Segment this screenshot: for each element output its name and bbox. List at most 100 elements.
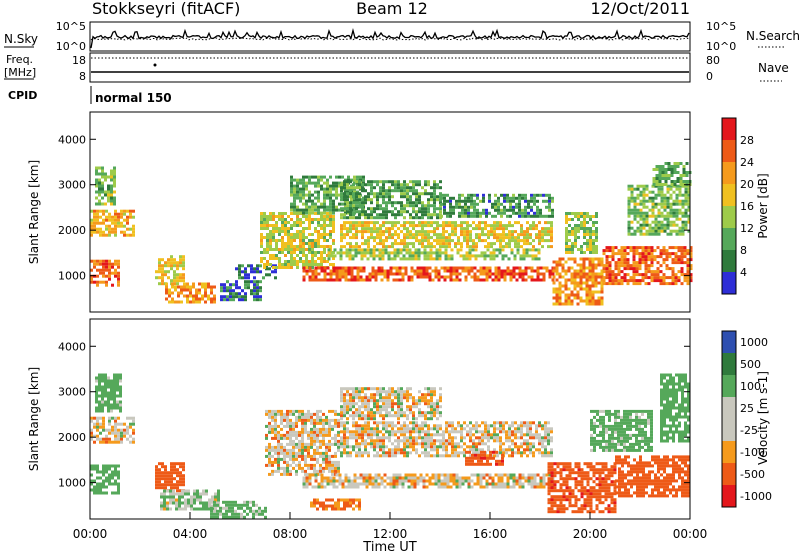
data-cell (398, 476, 402, 480)
data-cell (316, 418, 319, 422)
data-cell (385, 445, 388, 449)
data-cell (585, 302, 589, 306)
data-cell (228, 506, 231, 510)
data-cell (99, 440, 102, 444)
data-cell (187, 489, 190, 493)
data-cell (198, 297, 201, 301)
data-cell (117, 265, 120, 269)
data-cell (346, 221, 349, 225)
data-cell (364, 210, 367, 214)
data-cell (586, 245, 589, 248)
data-cell (228, 509, 231, 513)
data-cell (296, 263, 299, 266)
data-cell (305, 208, 308, 212)
data-cell (657, 229, 661, 233)
data-cell (202, 489, 205, 493)
data-cell (689, 264, 693, 268)
data-cell (307, 430, 310, 434)
data-cell (272, 239, 275, 242)
data-cell (231, 500, 234, 504)
data-cell (423, 251, 427, 255)
data-cell (660, 190, 664, 194)
data-cell (436, 186, 439, 190)
data-cell (352, 501, 355, 505)
data-cell (577, 227, 580, 230)
data-cell (522, 251, 526, 255)
data-cell (95, 385, 98, 389)
data-cell (304, 457, 307, 461)
data-cell (370, 433, 373, 437)
data-cell (376, 207, 379, 211)
data-cell (429, 254, 433, 258)
data-cell (192, 294, 195, 298)
data-cell (373, 439, 376, 443)
data-cell (474, 257, 478, 261)
data-cell (657, 223, 661, 227)
data-cell (408, 254, 412, 258)
data-cell (355, 216, 358, 220)
data-cell (686, 276, 690, 280)
data-cell (182, 468, 185, 472)
data-cell (266, 248, 269, 251)
data-cell (329, 482, 333, 486)
data-cell (480, 251, 484, 255)
data-band (95, 166, 116, 206)
data-cell (460, 242, 463, 246)
data-cell (439, 180, 442, 184)
data-cell (389, 485, 393, 489)
data-cell (623, 264, 627, 268)
data-cell (574, 224, 577, 227)
data-cell (427, 201, 430, 205)
data-cell (440, 202, 443, 206)
data-cell (328, 433, 331, 437)
data-cell (289, 469, 292, 473)
data-cell (317, 224, 320, 227)
data-cell (657, 187, 661, 191)
data-band (552, 257, 604, 306)
data-cell (582, 260, 586, 264)
data-cell (184, 498, 187, 502)
data-cell (252, 509, 255, 513)
data-cell (555, 290, 559, 294)
data-cell (208, 507, 211, 511)
data-cell (290, 227, 293, 230)
data-cell (467, 479, 471, 483)
data-cell (99, 280, 102, 284)
data-cell (645, 211, 649, 215)
data-cell (352, 498, 355, 502)
data-cell (263, 251, 266, 254)
data-cell (482, 199, 485, 203)
data-cell (241, 298, 244, 302)
data-cell (579, 287, 583, 291)
data-cell (530, 196, 533, 200)
data-cell (530, 214, 533, 218)
data-cell (376, 421, 379, 425)
data-cell (314, 269, 318, 273)
data-cell (629, 279, 633, 283)
data-cell (348, 248, 352, 252)
data-cell (222, 500, 225, 504)
data-cell (374, 275, 378, 279)
data-cell (308, 190, 311, 194)
data-cell (177, 291, 180, 295)
data-cell (202, 492, 205, 496)
data-cell (682, 171, 686, 174)
data-cell (341, 479, 345, 483)
data-cell (317, 242, 320, 245)
data-cell (653, 276, 657, 280)
data-cell (189, 291, 192, 295)
data-cell (345, 251, 349, 255)
data-cell (355, 427, 358, 431)
data-cell (533, 211, 536, 215)
data-cell (340, 436, 343, 440)
data-cell (443, 202, 446, 206)
data-cell (391, 448, 394, 452)
data-cell (332, 199, 335, 203)
data-cell (592, 248, 595, 251)
data-cell (274, 421, 277, 425)
data-cell (644, 249, 648, 253)
data-cell (178, 492, 181, 496)
data-cell (400, 207, 403, 211)
data-cell (296, 208, 299, 212)
data-cell (564, 278, 568, 282)
